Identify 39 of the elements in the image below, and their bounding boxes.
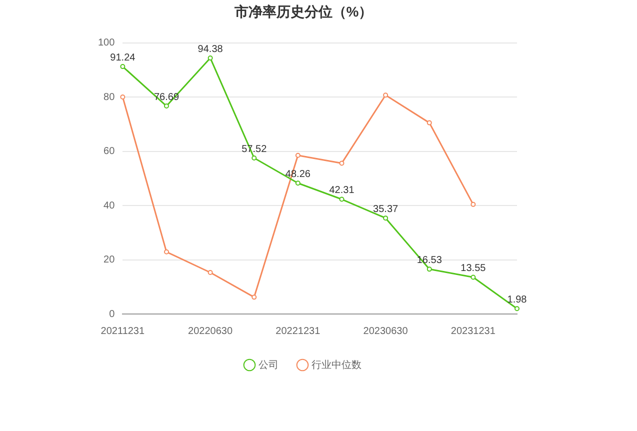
- point: [295, 152, 300, 158]
- data-label: 1.98: [507, 294, 528, 306]
- y-tick-label: 80: [104, 92, 116, 103]
- y-tick-label: 60: [104, 146, 116, 158]
- y-tick-label: 0: [109, 308, 116, 320]
- point: [470, 274, 476, 280]
- data-label: 13.55: [460, 263, 486, 274]
- point: [164, 249, 169, 254]
- point: [295, 180, 300, 186]
- point: [208, 270, 213, 276]
- point: [383, 92, 388, 98]
- data-label: 35.37: [373, 204, 399, 215]
- point: [252, 156, 257, 161]
- x-tick-label: 20220630: [188, 326, 233, 337]
- legend-label: 行业中位数: [312, 358, 362, 371]
- point: [426, 266, 432, 272]
- point: [339, 196, 344, 202]
- point: [208, 56, 213, 61]
- data-label: 91.24: [110, 52, 136, 64]
- x-tick-label: 20231231: [450, 326, 496, 337]
- x-tick-label: 20211231: [100, 326, 145, 337]
- y-tick-label: 40: [104, 200, 116, 212]
- point: [339, 160, 344, 166]
- x-tick-label: 20230630: [363, 326, 408, 337]
- y-tick-label: 20: [104, 254, 116, 266]
- legend-label: 公司: [258, 358, 278, 371]
- data-label: 42.31: [329, 185, 355, 196]
- y-tick-label: 100: [98, 38, 116, 49]
- point: [383, 216, 388, 221]
- point: [120, 94, 126, 100]
- x-tick-label: 20221231: [276, 326, 321, 337]
- point: [470, 202, 476, 207]
- point: [426, 120, 432, 126]
- point: [164, 104, 169, 109]
- point: [252, 294, 257, 300]
- point: [514, 306, 520, 312]
- point: [120, 64, 126, 70]
- chart-title: 市净率历史分位（%）: [233, 3, 373, 20]
- data-label: 94.38: [198, 44, 224, 55]
